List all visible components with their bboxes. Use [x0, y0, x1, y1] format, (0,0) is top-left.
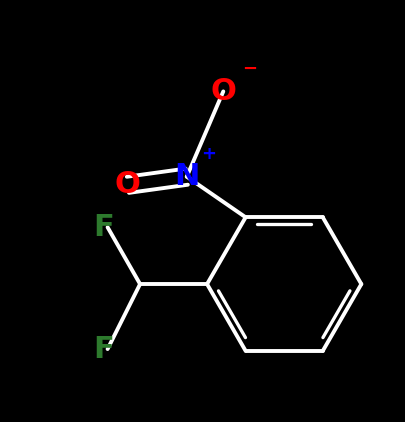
Text: O: O [210, 77, 236, 106]
Text: F: F [93, 335, 114, 363]
Text: −: − [241, 60, 257, 78]
Text: N: N [174, 162, 199, 191]
Text: O: O [115, 170, 141, 199]
Text: +: + [201, 145, 216, 163]
Text: F: F [93, 213, 114, 242]
